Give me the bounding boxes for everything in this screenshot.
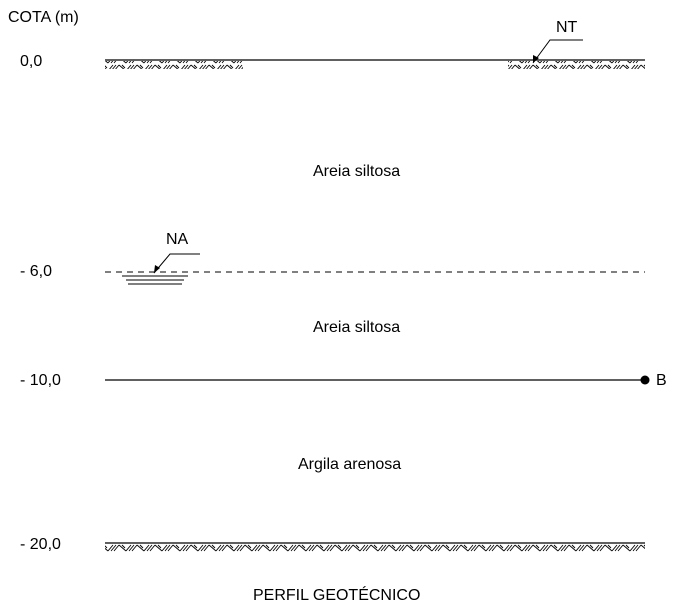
layer-label-top: Areia siltosa: [313, 163, 401, 180]
ground-hatch-right: [508, 61, 645, 69]
axis-title: COTA (m): [8, 9, 79, 26]
figure-caption: PERFIL GEOTÉCNICO: [253, 587, 421, 604]
ground-level-leader: [532, 39, 583, 64]
layer-label-bottom: Argila arenosa: [298, 456, 402, 473]
bottom-hatch: [105, 544, 645, 552]
point-b-label: B: [656, 372, 667, 389]
elevation-label-10: - 10,0: [20, 372, 61, 389]
water-table-leader: [153, 253, 200, 274]
elevation-label-0: 0,0: [20, 53, 43, 70]
elevation-label-6: - 6,0: [20, 263, 53, 280]
layer-label-middle: Areia siltosa: [313, 319, 401, 336]
ground-level-marker-label: NT: [556, 19, 578, 36]
elevation-label-20: - 20,0: [20, 536, 61, 553]
ground-hatch-left: [105, 61, 243, 69]
water-table-leader-arrow: [154, 265, 160, 273]
point-b-marker: [640, 375, 650, 385]
ground-level-leader-arrow: [533, 55, 539, 63]
water-table-marker-label: NA: [166, 231, 189, 248]
